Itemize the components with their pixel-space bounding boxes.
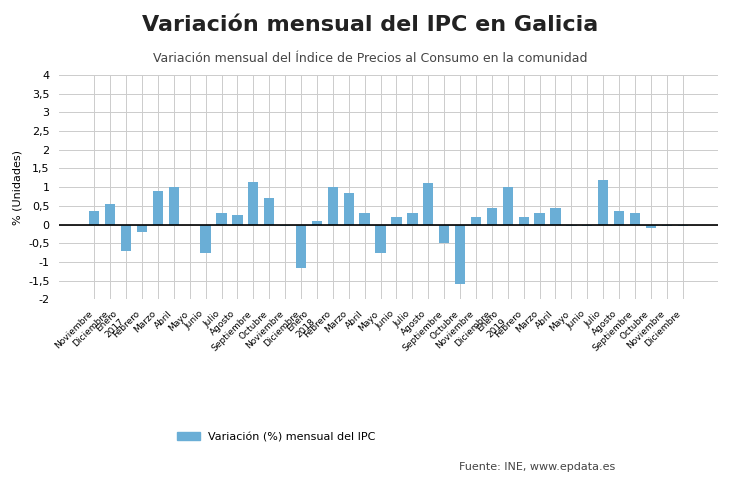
Bar <box>312 221 322 225</box>
Bar <box>487 208 497 225</box>
Bar <box>423 184 434 225</box>
Bar <box>566 225 576 227</box>
Bar <box>169 187 179 225</box>
Text: Variación mensual del Índice de Precios al Consumo en la comunidad: Variación mensual del Índice de Precios … <box>152 52 588 65</box>
Bar <box>248 182 258 225</box>
Bar <box>551 208 561 225</box>
Bar <box>280 225 290 227</box>
Bar <box>391 217 402 225</box>
Bar <box>630 214 640 225</box>
Bar <box>232 215 243 225</box>
Bar <box>89 212 99 225</box>
Bar <box>201 225 211 252</box>
Bar <box>264 199 275 225</box>
Bar <box>614 212 625 225</box>
Bar <box>502 187 513 225</box>
Bar <box>343 193 354 225</box>
Bar <box>105 204 115 225</box>
Bar <box>121 225 131 251</box>
Bar <box>471 217 481 225</box>
Bar <box>582 225 593 227</box>
Bar <box>519 217 529 225</box>
Text: Fuente: INE, www.epdata.es: Fuente: INE, www.epdata.es <box>459 462 615 472</box>
Bar <box>678 225 688 227</box>
Bar <box>598 180 608 225</box>
Bar <box>296 225 306 267</box>
Bar <box>407 214 417 225</box>
Bar <box>662 225 672 227</box>
Bar <box>455 225 465 284</box>
Legend: Variación (%) mensual del IPC: Variación (%) mensual del IPC <box>173 428 380 447</box>
Bar <box>375 225 386 252</box>
Bar <box>439 225 449 244</box>
Text: Variación mensual del IPC en Galicia: Variación mensual del IPC en Galicia <box>142 15 598 35</box>
Bar <box>360 214 370 225</box>
Bar <box>152 191 163 225</box>
Bar <box>216 214 226 225</box>
Y-axis label: % (Unidades): % (Unidades) <box>13 150 22 225</box>
Bar <box>646 225 656 229</box>
Bar <box>328 187 338 225</box>
Bar <box>137 225 147 232</box>
Bar <box>534 214 545 225</box>
